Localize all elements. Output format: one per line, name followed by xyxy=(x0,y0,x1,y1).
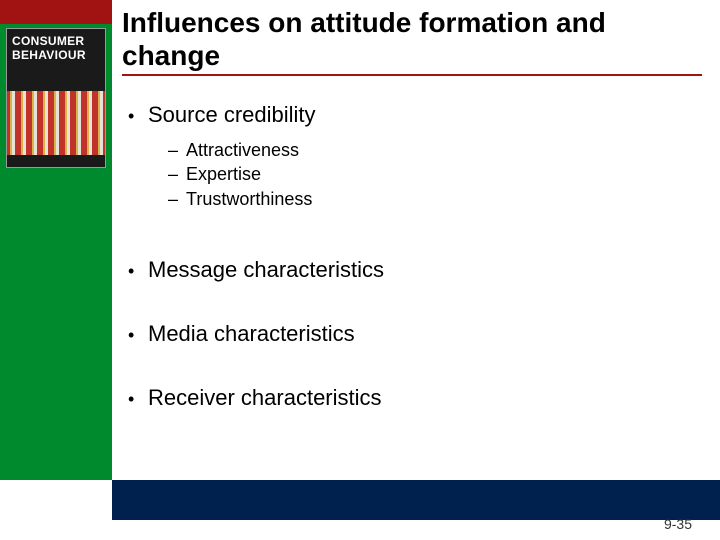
spacer xyxy=(128,229,702,257)
footer-accent-bar xyxy=(112,480,720,520)
dash-icon: – xyxy=(168,187,186,211)
book-title-line1: CONSUMER xyxy=(12,35,100,49)
spacer xyxy=(128,293,702,321)
bullet-icon: • xyxy=(128,324,148,346)
spacer xyxy=(128,357,702,385)
slide-title: Influences on attitude formation and cha… xyxy=(122,6,702,72)
bullet-list: • Source credibility – Attractiveness – … xyxy=(122,102,702,411)
book-cover: CONSUMER BEHAVIOUR xyxy=(6,28,106,168)
list-item-label: Receiver characteristics xyxy=(148,385,382,411)
bullet-icon: • xyxy=(128,260,148,282)
book-cover-footer xyxy=(7,155,105,167)
list-item: • Receiver characteristics xyxy=(128,385,702,411)
sidebar-top-accent xyxy=(0,0,112,24)
book-cover-header: CONSUMER BEHAVIOUR xyxy=(7,29,105,91)
book-title-line2: BEHAVIOUR xyxy=(12,49,100,63)
bullet-icon: • xyxy=(128,105,148,127)
title-underline xyxy=(122,74,702,76)
list-item: • Source credibility xyxy=(128,102,702,128)
list-item: • Message characteristics xyxy=(128,257,702,283)
list-subitem-label: Expertise xyxy=(186,162,261,186)
list-subitem: – Trustworthiness xyxy=(168,187,702,211)
list-subitem-label: Attractiveness xyxy=(186,138,299,162)
footer: 9-35 xyxy=(0,480,720,540)
list-item: • Media characteristics xyxy=(128,321,702,347)
dash-icon: – xyxy=(168,162,186,186)
sublist: – Attractiveness – Expertise – Trustwort… xyxy=(168,138,702,211)
list-subitem-label: Trustworthiness xyxy=(186,187,312,211)
list-item-label: Media characteristics xyxy=(148,321,355,347)
slide: CONSUMER BEHAVIOUR Influences on attitud… xyxy=(0,0,720,540)
content-area: Influences on attitude formation and cha… xyxy=(112,0,720,480)
bullet-icon: • xyxy=(128,388,148,410)
page-number: 9-35 xyxy=(664,516,692,532)
book-cover-art xyxy=(7,91,105,155)
dash-icon: – xyxy=(168,138,186,162)
sidebar: CONSUMER BEHAVIOUR xyxy=(0,0,112,480)
list-subitem: – Attractiveness xyxy=(168,138,702,162)
list-subitem: – Expertise xyxy=(168,162,702,186)
list-item-label: Message characteristics xyxy=(148,257,384,283)
list-item-label: Source credibility xyxy=(148,102,316,128)
